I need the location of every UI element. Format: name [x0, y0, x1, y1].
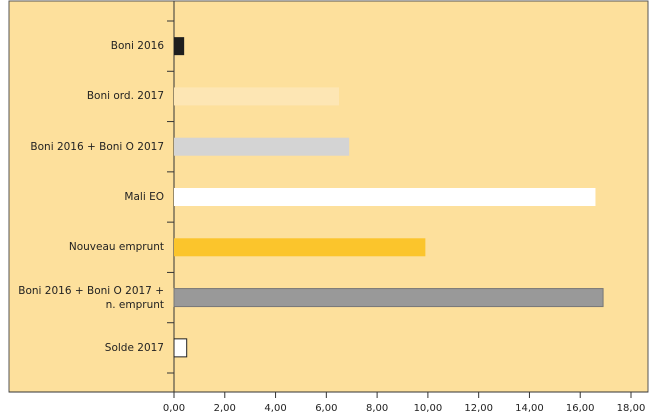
x-tick-label: 4,00	[264, 403, 286, 414]
x-tick-label: 2,00	[214, 403, 236, 414]
x-tick-label: 16,00	[566, 403, 595, 414]
bar	[174, 37, 185, 56]
y-tick-label: Mali EO	[124, 191, 164, 203]
y-tick-label: Boni 2016 + Boni O 2017	[30, 140, 164, 153]
x-tick-label: 0,00	[163, 403, 185, 414]
bar	[173, 338, 188, 358]
bar	[174, 137, 350, 156]
x-tick-label: 6,00	[315, 403, 337, 414]
x-tick-label: 10,00	[414, 403, 443, 414]
x-tick-label: 18,00	[617, 403, 646, 414]
x-tick-label: 14,00	[515, 403, 544, 414]
bar	[173, 288, 604, 308]
y-tick-label: Boni ord. 2017	[86, 90, 164, 103]
bar	[174, 188, 596, 206]
x-tick-label: 12,00	[464, 403, 493, 414]
y-tick-label: Boni 2016	[110, 40, 164, 53]
y-tick-label: Solde 2017	[104, 341, 164, 354]
bar	[174, 238, 426, 257]
y-tick-label: Boni 2016 + Boni O 2017 + n. emprunt	[18, 284, 164, 311]
y-tick-label: Nouveau emprunt	[68, 241, 164, 254]
x-tick-label: 8,00	[366, 403, 388, 414]
bar	[174, 87, 340, 106]
